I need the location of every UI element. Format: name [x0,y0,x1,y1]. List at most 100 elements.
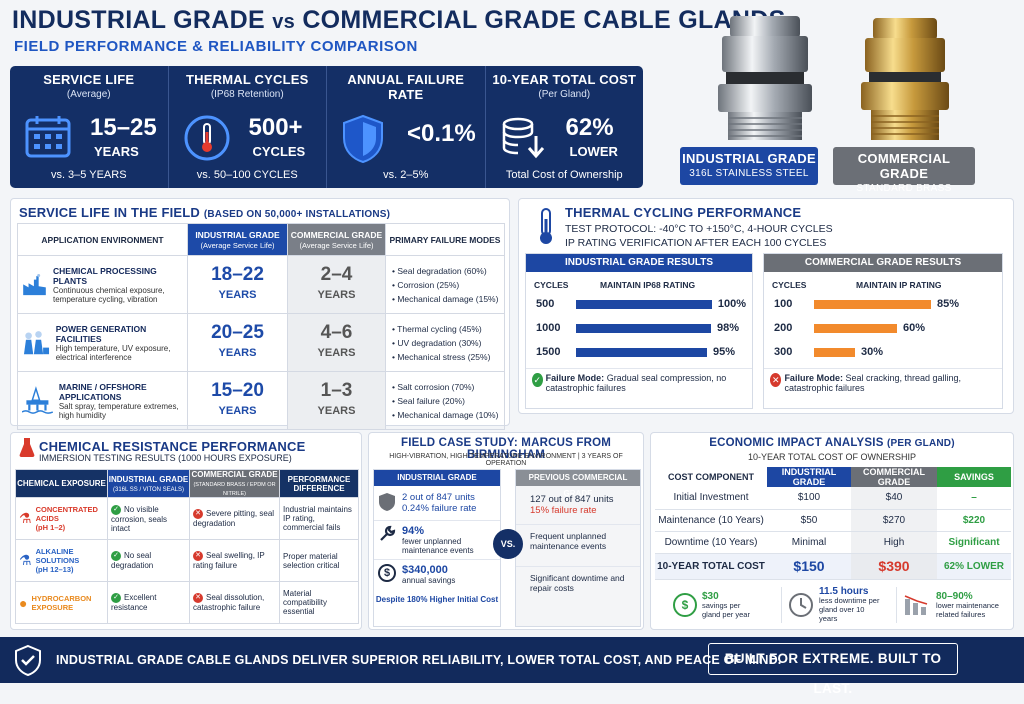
life-value: 1–3 [320,379,353,401]
exposure-ph: (pH 12–13) [35,565,74,574]
stat-value: 62% [565,114,614,141]
result-text: Seal dissolution, catastrophic failure [193,593,265,612]
cycle-label: 1000 [536,322,561,334]
col-industrial: INDUSTRIAL GRADE [767,467,851,487]
table-row: ⚗ CONCENTRATED ACIDS (pH 1–2) ✓ No visible … [15,497,359,540]
table-row: Maintenance (10 Years) $50 $270 $220 [655,509,1011,532]
col-label: INDUSTRIAL GRADE [108,474,189,484]
table-row: POWER GENERATION FACILITIES High temperat… [17,313,505,372]
highlight-failures: 80–90% lower maintenance related failures [896,587,1011,623]
failure-mode: • UV degradation (30%) [392,337,482,348]
service-life-table: APPLICATION ENVIRONMENT INDUSTRIAL GRADE… [17,223,505,430]
commercial-result: ✕ Severe pitting, seal degradation [189,497,280,540]
x-icon: ✕ [193,551,203,561]
x-icon: ✕ [770,373,782,387]
failure-mode: • Thermal cycling (45%) [392,323,482,334]
table-row: MARINE / OFFSHORE APPLICATIONS Salt spray… [17,371,505,430]
stat-total-cost: 10-YEAR TOTAL COST (Per Gland) 62% LOWER… [486,66,644,188]
thermal-cycling-panel: THERMAL CYCLING PERFORMANCE TEST PROTOCO… [518,198,1014,414]
stat-unit: YEARS [94,144,139,159]
col-sublabel: (316L SS / VITON SEALS) [112,486,185,493]
product-name: INDUSTRIAL GRADE [682,151,816,166]
exposure-cell: ● HYDROCARBON EXPOSURE [15,581,108,624]
check-icon: ✓ [532,373,543,387]
calendar-icon [25,116,71,158]
highlight-savings: $ $30 savings per gland per year [655,587,781,623]
env-cell: MARINE / OFFSHORE APPLICATIONS Salt spray… [17,371,188,430]
exposure-cell: ⚗ CONCENTRATED ACIDS (pH 1–2) [15,497,108,540]
col-exposure: CHEMICAL EXPOSURE [15,469,108,498]
case-note: Despite 180% Higher Initial Cost [375,595,499,604]
vs-badge: VS. [493,529,523,559]
section-title: CHEMICAL RESISTANCE PERFORMANCE [39,439,306,454]
highlight-text: less downtime per gland over 10 years [819,596,880,623]
x-icon: ✕ [193,593,203,603]
result-text: No seal degradation [111,551,154,570]
col-rating: MAINTAIN IP68 RATING [600,280,696,290]
life-value: 18–22 [211,263,264,285]
thermometer-icon [540,208,552,244]
rating-bar [814,323,897,333]
failure-label: Failure Mode: [545,373,605,383]
stat-sub: (Per Gland) [538,89,591,100]
savings-value: $220 [937,509,1011,532]
env-desc: Salt spray, temperature extremes, high h… [58,401,179,420]
rating-bar [575,299,712,309]
results-header: INDUSTRIAL GRADE RESULTS [526,254,752,272]
page-subtitle: FIELD PERFORMANCE & RELIABILITY COMPARIS… [14,38,418,55]
case-item-line: fewer unplanned maintenance events [402,537,474,555]
bar-row: 1000 98% [532,316,746,340]
cycle-label: 100 [774,298,793,310]
case-item-line: 2 out of 847 units [402,492,475,503]
rating-bar [814,299,931,309]
bar-row: 100 85% [770,292,996,316]
case-column-header: INDUSTRIAL GRADE (CURRENT) [374,470,500,498]
commercial-cost: High [851,531,937,554]
case-item-line: 127 out of 847 units [530,494,614,505]
service-life-panel: SERVICE LIFE IN THE FIELD (BASED ON 50,0… [10,198,510,430]
col-label: PRIMARY FAILURE MODES [389,234,501,245]
failure-mode: • Seal failure (20%) [392,395,465,406]
env-name: CHEMICAL PROCESSING PLANTS [53,265,157,286]
highlight-text: savings per gland per year [702,600,750,619]
section-subtitle: HIGH-VIBRATION, HIGH-TEMPERATURE ENVIRON… [389,453,623,467]
commercial-thermal-results: COMMERCIAL GRADE RESULTS CYCLES MAINTAIN … [763,253,1003,409]
commercial-grade-label: COMMERCIAL GRADE STANDARD BRASS [833,147,975,194]
commercial-result: ✕ Seal swelling, IP rating failure [189,539,280,582]
rating-bar [576,323,711,333]
col-sublabel: (Average Service Life) [299,240,374,250]
case-column-header: PREVIOUS COMMERCIAL GRADE [516,470,640,498]
industrial-life: 18–22 YEARS [187,255,288,314]
shield-icon [343,114,383,164]
industrial-grade-label: INDUSTRIAL GRADE 316L STAINLESS STEEL [680,147,818,185]
droplet-icon: ● [19,594,28,611]
economic-table: COST COMPONENT INDUSTRIAL GRADE COMMERCI… [655,467,1011,580]
stat-failure-rate: ANNUAL FAILURE RATE <0.1% vs. 2–5% [327,66,486,188]
case-item-line: annual savings [402,576,456,585]
cost-component: Initial Investment [655,487,767,510]
footer-banner: INDUSTRIAL GRADE CABLE GLANDS DELIVER SU… [0,637,1024,696]
case-item-value: 94% [402,525,425,537]
failure-mode: • Mechanical damage (10%) [392,409,499,420]
cycle-label: 1500 [536,346,561,358]
dollar-down-icon: $ [673,593,697,617]
section-title-note: (BASED ON 50,000+ INSTALLATIONS) [203,209,391,220]
highlight-value: 80–90% [936,590,973,602]
difference-text: Proper material selection critical [279,539,359,582]
case-commercial-column: PREVIOUS COMMERCIAL GRADE 127 out of 847… [515,469,641,627]
rating-bar [814,347,855,357]
table-row: Initial Investment $100 $40– [655,487,1011,510]
commercial-life: 1–3 YEARS [287,371,386,430]
shield-check-icon [15,644,41,676]
savings-value: Significant [937,531,1011,554]
table-row: Downtime (10 Years) Minimal High Significan… [655,531,1011,554]
test-protocol: TEST PROTOCOL: -40°C TO +150°C, 4-HOUR C… [565,223,833,235]
life-unit: YEARS [317,288,356,301]
title-part-commercial: COMMERCIAL GRADE CABLE GLANDS [302,6,786,34]
case-item: $ $340,000 annual savings [374,559,500,589]
industrial-result: ✓ No visible corrosion, seals intact [107,497,190,540]
highlight-text: lower maintenance related failures [936,600,999,619]
dollar-icon: $ [378,564,396,582]
col-industrial: INDUSTRIAL GRADE (316L SS / VITON SEALS) [107,469,190,498]
case-item-line: Significant downtime and repair costs [516,566,640,599]
